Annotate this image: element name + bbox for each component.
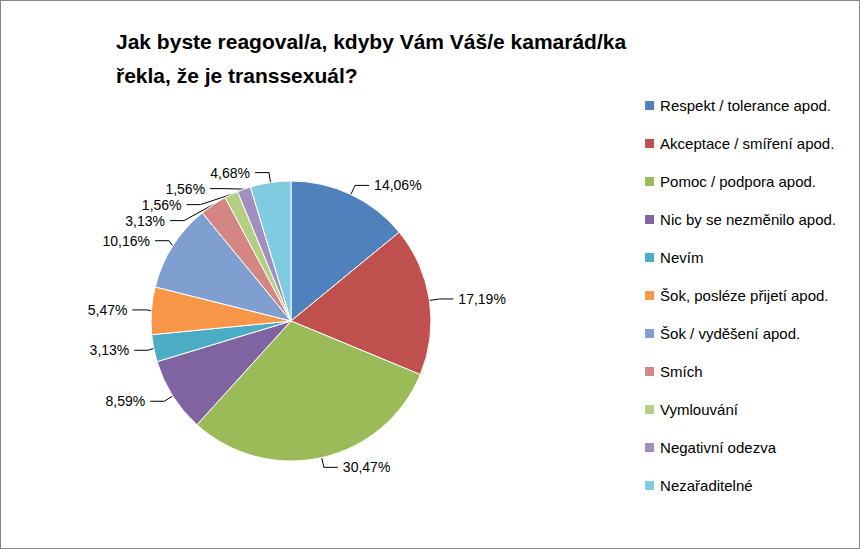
svg-text:řekla, že je transsexuál?: řekla, že je transsexuál? — [116, 64, 358, 87]
svg-text:1,56%: 1,56% — [142, 197, 182, 213]
svg-text:Smích: Smích — [660, 363, 703, 380]
svg-text:Šok, posléze přijetí apod.: Šok, posléze přijetí apod. — [660, 287, 828, 304]
svg-text:Respekt / tolerance apod.: Respekt / tolerance apod. — [660, 97, 831, 114]
svg-text:17,19%: 17,19% — [458, 291, 505, 307]
svg-text:Akceptace / smíření apod.: Akceptace / smíření apod. — [660, 135, 834, 152]
svg-text:3,13%: 3,13% — [90, 342, 130, 358]
svg-text:Pomoc / podpora apod.: Pomoc / podpora apod. — [660, 173, 816, 190]
svg-text:10,16%: 10,16% — [103, 233, 150, 249]
svg-text:5,47%: 5,47% — [88, 302, 128, 318]
svg-text:Jak byste reagoval/a, kdyby Vá: Jak byste reagoval/a, kdyby Vám Váš/e ka… — [116, 30, 632, 53]
svg-text:4,68%: 4,68% — [210, 165, 250, 181]
svg-text:Nevím: Nevím — [660, 249, 703, 266]
svg-text:Negativní odezva: Negativní odezva — [660, 439, 777, 456]
svg-text:Šok / vyděšení apod.: Šok / vyděšení apod. — [660, 325, 800, 342]
svg-text:Nezařaditelné: Nezařaditelné — [660, 477, 753, 494]
svg-text:30,47%: 30,47% — [343, 459, 390, 475]
svg-text:1,56%: 1,56% — [165, 181, 205, 197]
svg-text:3,13%: 3,13% — [125, 213, 165, 229]
svg-text:Nic by se nezměnilo apod.: Nic by se nezměnilo apod. — [660, 211, 836, 228]
svg-text:14,06%: 14,06% — [374, 177, 421, 193]
svg-text:Vymlouvání: Vymlouvání — [660, 401, 739, 418]
svg-text:8,59%: 8,59% — [106, 393, 146, 409]
